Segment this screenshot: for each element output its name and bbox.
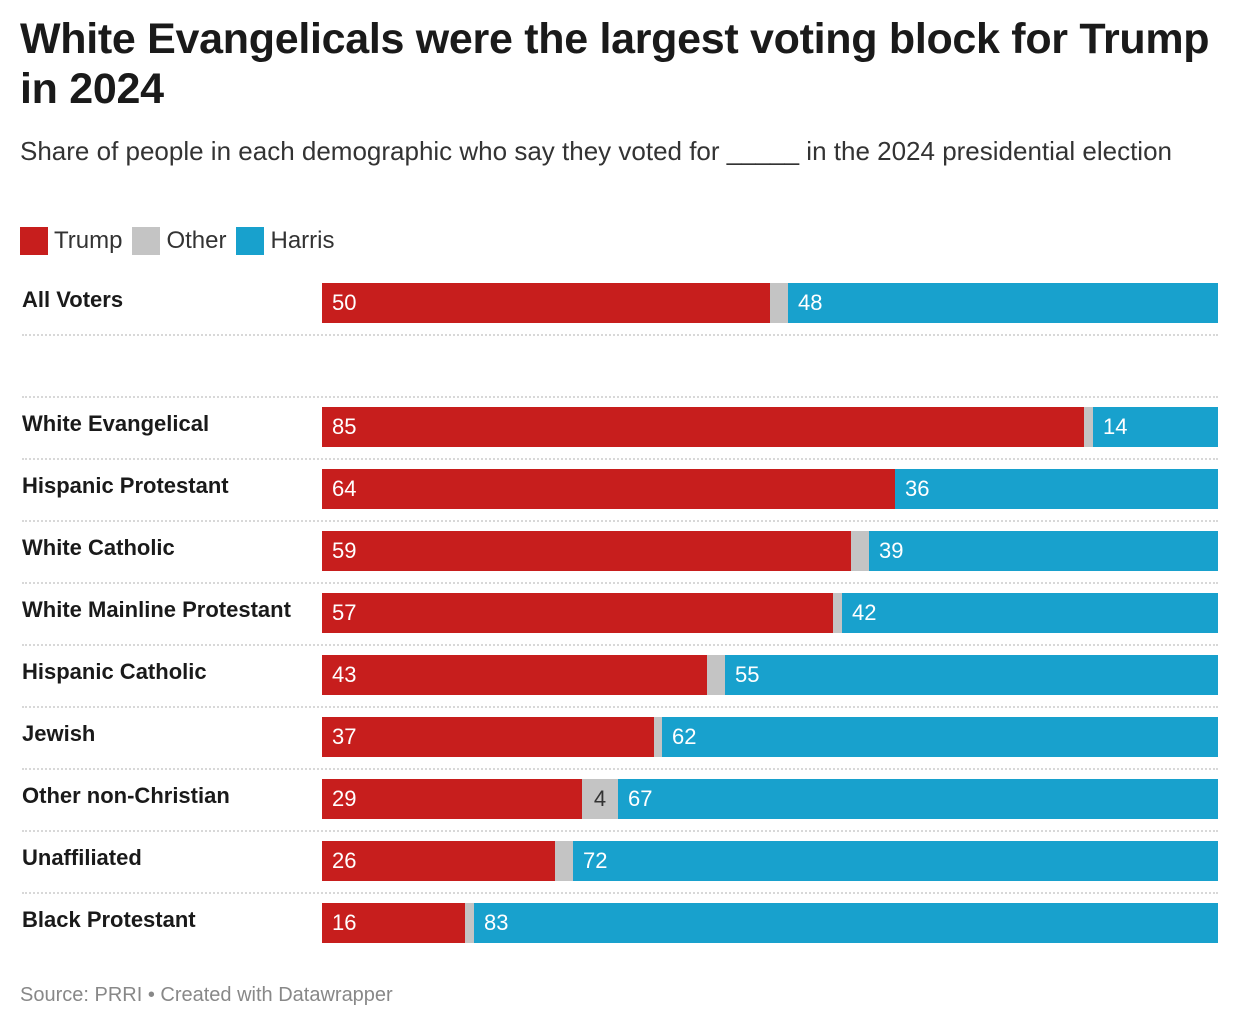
bar-other [833,593,842,633]
category-label: White Catholic [22,535,175,560]
bar-harris [725,655,1218,695]
category-label: Jewish [22,721,96,746]
legend-swatch [236,227,265,255]
data-label: 72 [583,848,608,873]
bar-harris [662,717,1218,757]
data-label: 4 [593,786,607,811]
chart-subtitle: Share of people in each demographic who … [20,136,1172,166]
data-label: 48 [798,290,823,315]
data-label: 85 [332,414,357,439]
bar-harris [869,531,1218,571]
bar-trump [322,531,851,571]
row-separator [22,582,1218,584]
data-label: 14 [1103,414,1128,439]
legend: Trump Other Harris [20,227,344,255]
bar-trump [322,655,707,695]
data-label: 83 [484,910,509,935]
data-label: 64 [332,476,357,501]
legend-item-other: Other [132,227,226,255]
row-separator [22,520,1218,522]
bar-trump [322,779,582,819]
data-label: 62 [672,724,697,749]
bar-trump [322,903,465,943]
data-label: 43 [332,662,357,687]
bar-trump [322,593,833,633]
data-label: 59 [332,538,357,563]
legend-swatch [20,227,48,255]
legend-label: Harris [270,227,335,254]
row-separator [22,706,1218,708]
bar-other [770,283,788,323]
bar-trump [322,841,555,881]
legend-item-harris: Harris [236,227,334,255]
data-label: 37 [332,724,357,749]
source-note: Source: PRRI • Created with Datawrapper [20,984,393,1006]
bar-trump [322,469,895,509]
bar-other [1084,407,1093,447]
category-label: Unaffiliated [22,845,142,870]
data-label: 39 [879,538,904,563]
bar-harris [895,469,1218,509]
chart-title: White Evangelicals were the largest voti… [20,15,1210,113]
category-label: White Evangelical [22,411,210,436]
bar-other [851,531,869,571]
category-label: Other non-Christian [22,783,230,808]
bar-trump [322,407,1084,447]
legend-item-trump: Trump [20,227,122,255]
bar-other [465,903,474,943]
data-label: 36 [905,476,930,501]
data-label: 29 [332,786,357,811]
bar-trump [322,283,770,323]
bar-other [555,841,573,881]
category-label: All Voters [22,287,124,312]
bar-harris [618,779,1218,819]
row-separator [22,892,1218,894]
legend-swatch [132,227,161,255]
category-label: White Mainline Protestant [22,597,291,622]
bar-harris [842,593,1218,633]
data-label: 42 [852,600,877,625]
row-separator [22,644,1218,646]
category-label: Hispanic Catholic [22,659,207,684]
data-label: 67 [628,786,653,811]
data-label: 57 [332,600,357,625]
row-separator [22,396,1218,398]
bar-trump [322,717,654,757]
legend-label: Trump [54,227,123,254]
data-label: 16 [332,910,357,935]
row-separator [22,334,1218,336]
data-label: 26 [332,848,357,873]
bar-other [582,779,618,819]
category-label: Black Protestant [22,907,196,932]
category-label: Hispanic Protestant [22,473,229,498]
bar-harris [573,841,1218,881]
bar-harris [1093,407,1218,447]
bar-harris [474,903,1218,943]
legend-label: Other [166,227,227,254]
data-label: 50 [332,290,357,315]
bar-other [707,655,725,695]
row-separator [22,768,1218,770]
bar-harris [788,283,1218,323]
row-separator [22,458,1218,460]
data-label: 55 [735,662,760,687]
row-separator [22,830,1218,832]
bar-other [654,717,662,757]
